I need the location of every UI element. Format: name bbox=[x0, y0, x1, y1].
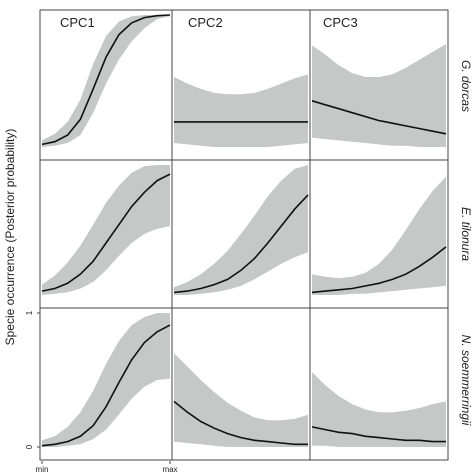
y-tick-label-1: 1 bbox=[25, 310, 34, 315]
x-tick-label-min: min bbox=[36, 465, 49, 474]
mean-curve-r2-c0 bbox=[41, 324, 171, 447]
panel-border-r2-c2 bbox=[309, 307, 449, 461]
row-label-n-soemmerringii: N. soemmerringii bbox=[459, 335, 473, 426]
credible-band-r1-c1 bbox=[174, 165, 308, 295]
panel-r0-c1 bbox=[171, 9, 311, 161]
x-tick-label-max: max bbox=[162, 465, 177, 474]
credible-band-r2-c1 bbox=[174, 353, 308, 447]
column-title-cpc3: CPC3 bbox=[323, 15, 358, 30]
panel-r2-c1 bbox=[171, 307, 311, 461]
row-label-e-tilonura: E. tilonura bbox=[459, 207, 473, 261]
panel-r1-c0 bbox=[39, 159, 173, 309]
credible-band-r0-c0 bbox=[42, 15, 170, 147]
mean-curve-r1-c1 bbox=[173, 194, 309, 294]
credible-band-r2-c2 bbox=[312, 372, 446, 447]
panels-layer bbox=[39, 9, 449, 461]
y-axis-label: Specie occurrence (Posterior probability… bbox=[3, 129, 17, 346]
credible-band-r1-c0 bbox=[42, 165, 170, 295]
mean-curve-r1-c2 bbox=[311, 246, 447, 294]
mean-curve-r2-c2 bbox=[311, 426, 446, 443]
panel-r1-c1 bbox=[171, 159, 311, 309]
panel-r0-c0 bbox=[39, 9, 173, 161]
credible-band-r0-c1 bbox=[174, 74, 308, 147]
panel-r0-c2 bbox=[309, 9, 449, 161]
y-tick-label-0: 0 bbox=[25, 444, 34, 449]
column-title-cpc2: CPC2 bbox=[188, 15, 223, 30]
mean-curve-r0-c2 bbox=[311, 100, 447, 135]
credible-band-r0-c2 bbox=[312, 44, 446, 147]
mean-curve-r0-c0 bbox=[41, 14, 171, 146]
panel-r1-c2 bbox=[309, 159, 449, 309]
mean-curve-r2-c1 bbox=[173, 400, 308, 446]
panel-r2-c2 bbox=[309, 307, 449, 461]
credible-band-r1-c2 bbox=[312, 176, 446, 295]
row-label-g-dorcas: G. dorcas bbox=[459, 60, 473, 112]
column-title-cpc1: CPC1 bbox=[60, 15, 95, 30]
panel-r2-c0 bbox=[39, 307, 173, 461]
mean-curve-r1-c0 bbox=[41, 173, 171, 292]
credible-band-r2-c0 bbox=[42, 313, 170, 447]
